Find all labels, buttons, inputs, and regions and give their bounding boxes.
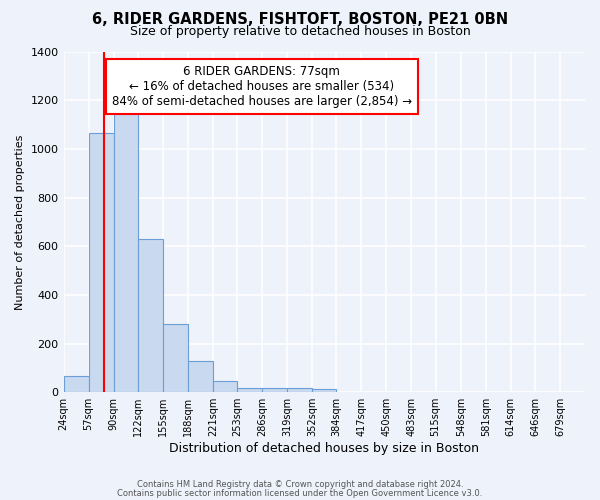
Bar — [64, 376, 89, 392]
Text: 6, RIDER GARDENS, FISHTOFT, BOSTON, PE21 0BN: 6, RIDER GARDENS, FISHTOFT, BOSTON, PE21… — [92, 12, 508, 28]
Bar — [213, 382, 237, 392]
Bar — [89, 133, 113, 392]
Text: 6 RIDER GARDENS: 77sqm
← 16% of detached houses are smaller (534)
84% of semi-de: 6 RIDER GARDENS: 77sqm ← 16% of detached… — [112, 65, 412, 108]
Y-axis label: Number of detached properties: Number of detached properties — [15, 134, 25, 310]
X-axis label: Distribution of detached houses by size in Boston: Distribution of detached houses by size … — [169, 442, 479, 455]
Bar — [188, 360, 213, 392]
Bar — [262, 388, 287, 392]
Text: Contains HM Land Registry data © Crown copyright and database right 2024.: Contains HM Land Registry data © Crown c… — [137, 480, 463, 489]
Bar — [163, 324, 188, 392]
Bar — [113, 111, 138, 392]
Bar — [237, 388, 262, 392]
Bar — [138, 239, 163, 392]
Text: Contains public sector information licensed under the Open Government Licence v3: Contains public sector information licen… — [118, 488, 482, 498]
Bar — [287, 388, 312, 392]
Text: Size of property relative to detached houses in Boston: Size of property relative to detached ho… — [130, 25, 470, 38]
Bar — [312, 388, 337, 392]
